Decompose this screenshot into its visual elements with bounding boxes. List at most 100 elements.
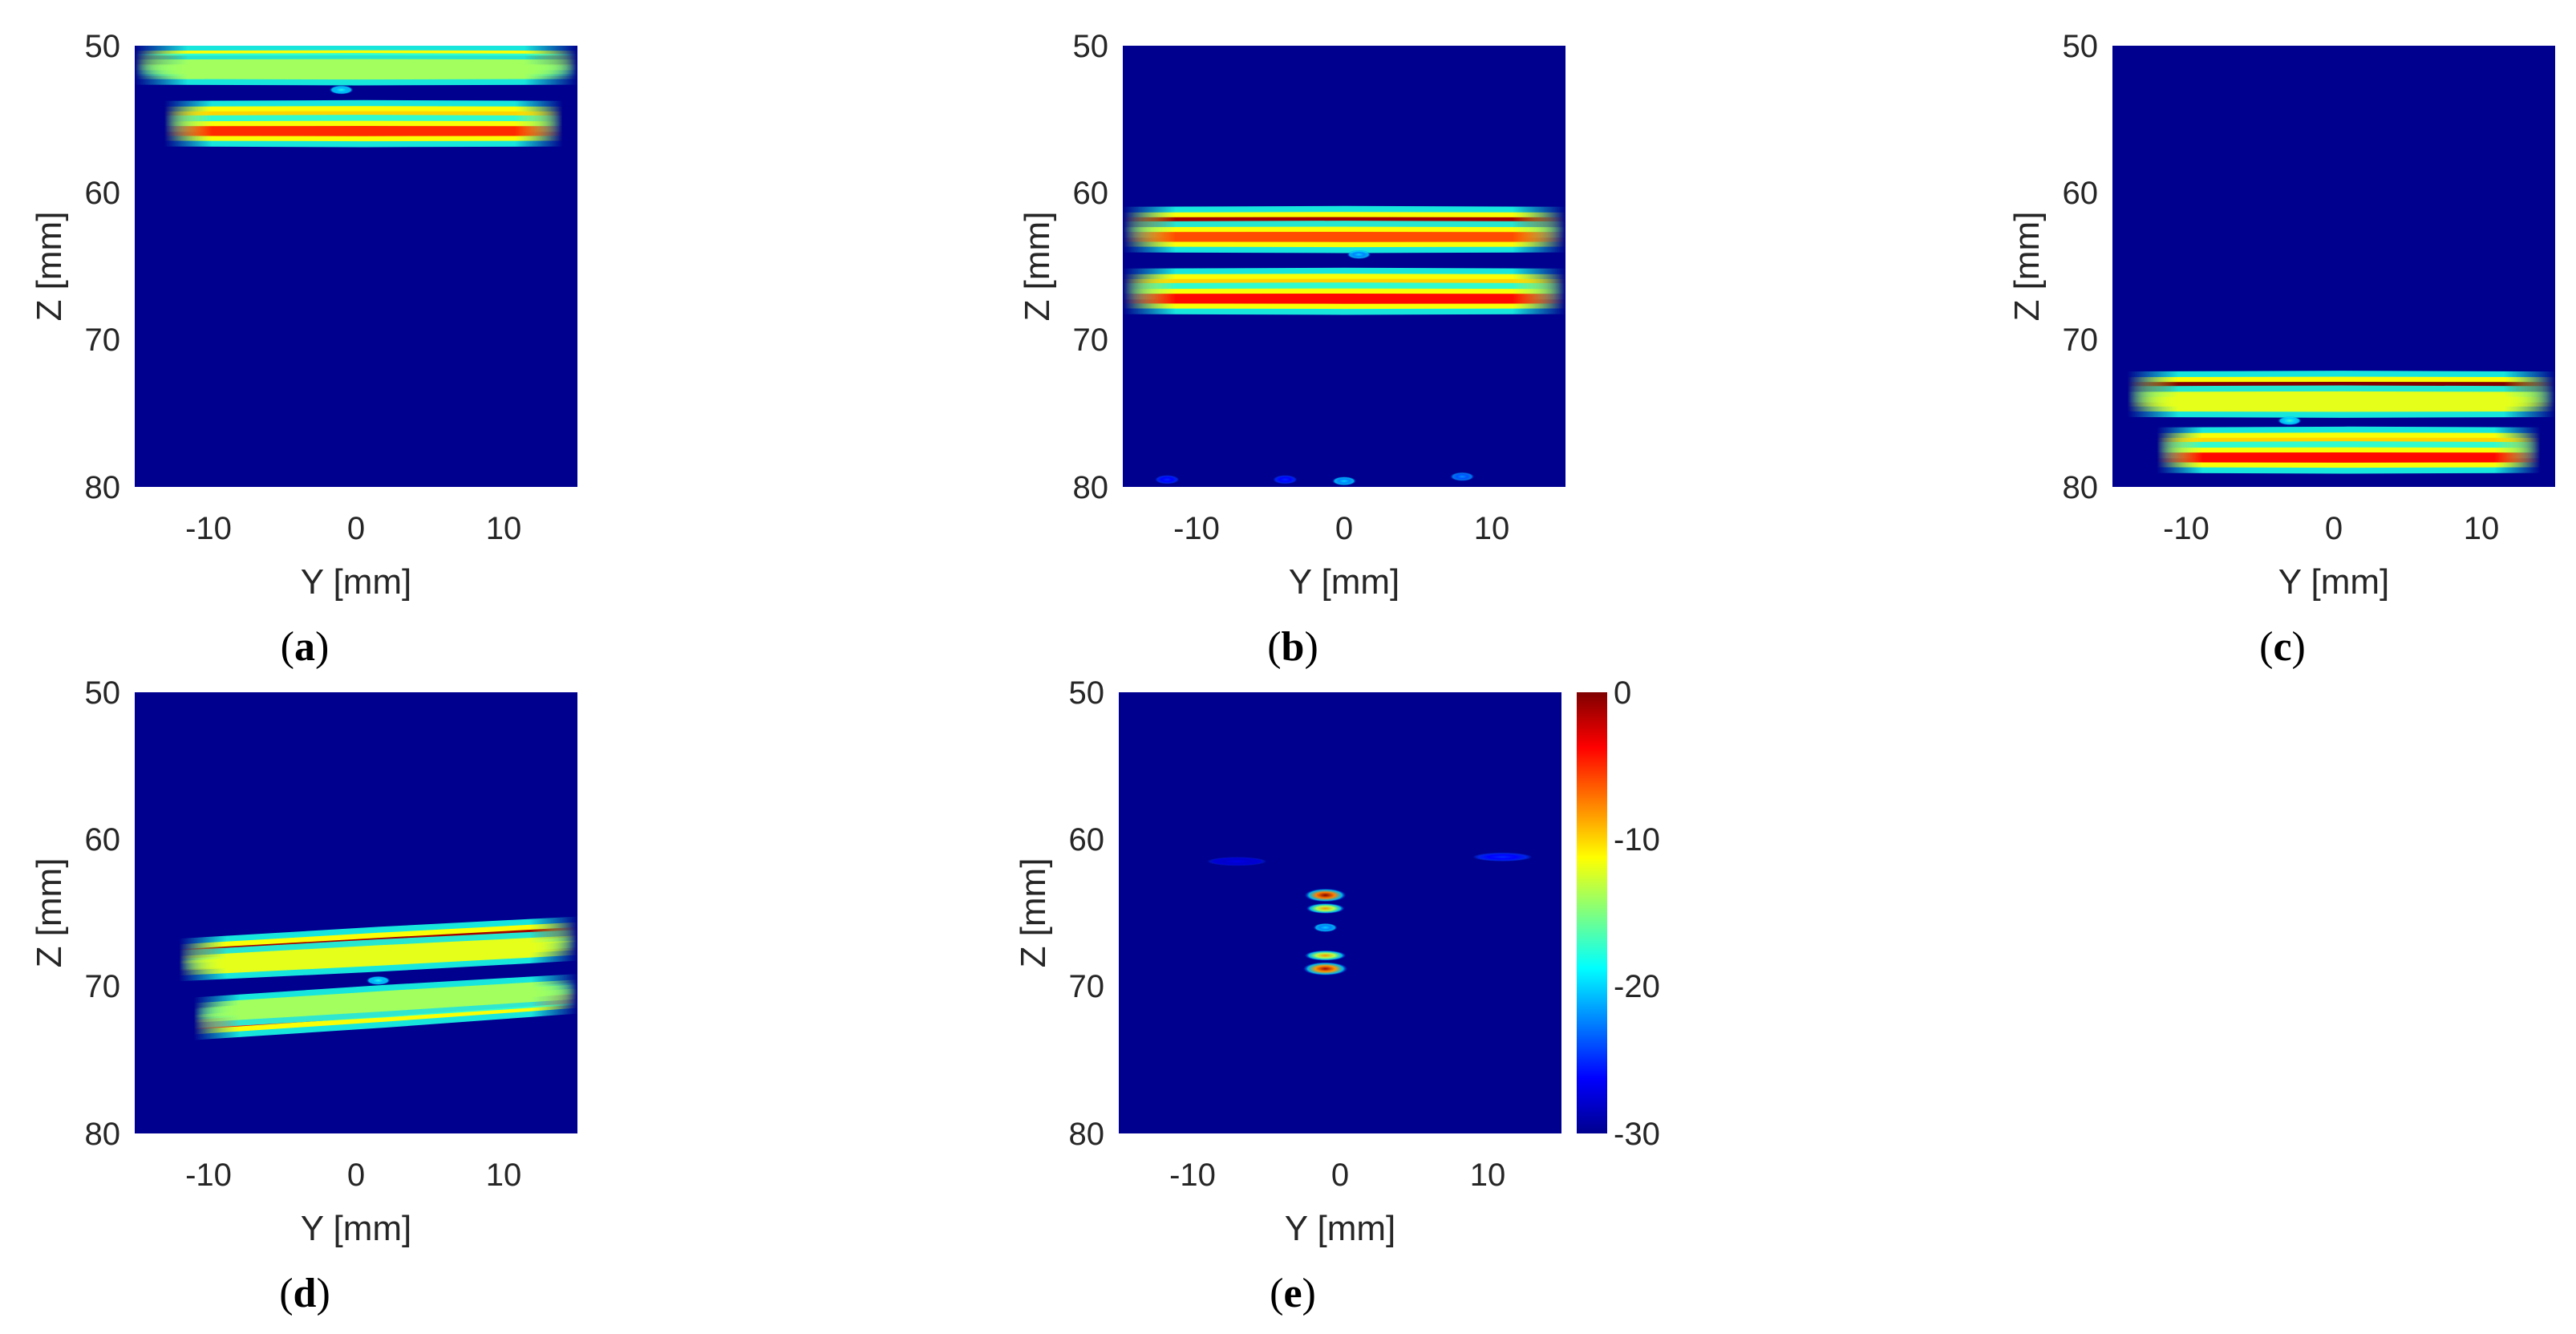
features-e <box>1207 852 1533 975</box>
caption-letter-d: d <box>294 1271 317 1316</box>
echo-spot <box>1155 475 1179 485</box>
echo-spot <box>1472 852 1533 862</box>
features-b <box>1123 205 1565 486</box>
x-tick-label: -10 <box>185 511 232 546</box>
y-ticks-c: 50 60 70 80 <box>2063 29 2099 505</box>
x-tick-label: 10 <box>1470 1158 1506 1193</box>
x-tick-label: -10 <box>1169 1158 1216 1193</box>
x-tick-label: 0 <box>347 511 365 546</box>
x-tick-label: 0 <box>1335 511 1353 546</box>
echo-band <box>193 984 577 1018</box>
x-axis-label-b: Y [mm] <box>1289 562 1400 602</box>
y-tick-label: 60 <box>85 822 121 858</box>
x-axis-label-d: Y [mm] <box>301 1209 412 1248</box>
colorbar-gradient <box>1577 692 1607 1133</box>
y-tick-label: 80 <box>1073 470 1109 505</box>
panel-d: 50 60 70 80 -10 0 10 Y [mm] Z [mm] (d) <box>30 675 577 1316</box>
x-axis-label-e: Y [mm] <box>1285 1209 1396 1248</box>
panel-e: 50 60 70 80 -10 0 10 Y [mm] Z [mm] (e) 0… <box>1014 675 1660 1316</box>
x-tick-label: -10 <box>2163 511 2209 546</box>
colorbar-tick-label: -20 <box>1614 969 1660 1004</box>
y-tick-label: 70 <box>85 969 121 1004</box>
caption-d: (d) <box>279 1271 330 1316</box>
caption-letter-c: c <box>2273 624 2291 670</box>
echo-spot <box>1347 249 1371 259</box>
y-tick-label: 60 <box>85 176 121 211</box>
echo-spot <box>366 975 391 985</box>
x-tick-label: 10 <box>486 511 522 546</box>
y-axis-label-e: Z [mm] <box>1014 858 1053 968</box>
echo-spot <box>1304 888 1347 902</box>
x-axis-label-a: Y [mm] <box>301 562 412 602</box>
x-ticks-c: -10 0 10 <box>2163 511 2499 546</box>
y-tick-label: 60 <box>2063 176 2099 211</box>
features-d <box>179 916 577 1040</box>
echo-spot <box>329 85 354 95</box>
caption-a: (a) <box>281 624 330 670</box>
y-axis-label-d: Z [mm] <box>30 858 69 968</box>
x-ticks-e: -10 0 10 <box>1169 1158 1505 1193</box>
echo-band <box>1123 232 1565 242</box>
echo-spot <box>1313 922 1338 932</box>
y-tick-label: 60 <box>1073 176 1109 211</box>
plot-area-b <box>1123 46 1565 487</box>
y-axis-label-c: Z [mm] <box>2007 212 2047 322</box>
echo-band <box>164 126 563 136</box>
y-tick-label: 50 <box>2063 29 2099 64</box>
panel-a: 50 60 70 80 -10 0 10 Y [mm] Z [mm] (a) <box>30 29 577 670</box>
echo-spot <box>1303 962 1348 975</box>
x-tick-label: 10 <box>486 1158 522 1193</box>
x-tick-label: -10 <box>185 1158 232 1193</box>
y-tick-label: 50 <box>85 675 121 711</box>
x-tick-label: 10 <box>1474 511 1510 546</box>
echo-band <box>1123 294 1565 304</box>
features-c <box>2127 371 2555 474</box>
y-tick-label: 80 <box>85 1117 121 1152</box>
plot-area-e <box>1119 692 1561 1133</box>
y-ticks-d: 50 60 70 80 <box>85 675 121 1152</box>
x-axis-label-c: Y [mm] <box>2278 562 2390 602</box>
y-tick-label: 80 <box>85 470 121 505</box>
echo-spot <box>1304 950 1347 961</box>
y-tick-label: 70 <box>85 322 121 358</box>
caption-letter-b: b <box>1282 624 1305 670</box>
echo-spot <box>1306 903 1345 914</box>
plot-area-d <box>135 692 577 1133</box>
y-ticks-e: 50 60 70 80 <box>1069 675 1105 1152</box>
panel-c: 50 60 70 80 -10 0 10 Y [mm] Z [mm] (c) <box>2007 29 2555 670</box>
colorbar: 0 -10 -20 -30 <box>1577 675 1660 1152</box>
y-axis-label-b: Z [mm] <box>1018 212 1057 322</box>
caption-letter-a: a <box>294 624 315 670</box>
y-tick-label: 60 <box>1069 822 1105 858</box>
echo-spot <box>1450 472 1474 481</box>
y-tick-label: 50 <box>1069 675 1105 711</box>
panel-b: 50 60 70 80 -10 0 10 Y [mm] Z [mm] (b) <box>1018 29 1565 670</box>
features-a <box>135 46 577 148</box>
y-ticks-a: 50 60 70 80 <box>85 29 121 505</box>
x-ticks-b: -10 0 10 <box>1173 511 1509 546</box>
x-tick-label: 0 <box>2325 511 2343 546</box>
colorbar-tick-label: 0 <box>1614 675 1631 711</box>
caption-e: (e) <box>1270 1271 1316 1316</box>
echo-band <box>2157 452 2541 463</box>
y-tick-label: 80 <box>1069 1117 1105 1152</box>
echo-spot <box>1273 475 1298 485</box>
y-tick-label: 70 <box>1073 322 1109 358</box>
echo-band <box>135 64 577 75</box>
echo-band <box>179 940 577 971</box>
y-tick-label: 50 <box>1073 29 1109 64</box>
y-tick-label: 70 <box>1069 969 1105 1004</box>
x-ticks-a: -10 0 10 <box>185 511 521 546</box>
echo-spot <box>1332 476 1356 486</box>
echo-spot <box>2278 416 2302 426</box>
colorbar-tick-label: -30 <box>1614 1117 1660 1152</box>
y-ticks-b: 50 60 70 80 <box>1073 29 1109 505</box>
x-tick-label: 0 <box>347 1158 365 1193</box>
x-tick-label: 0 <box>1331 1158 1349 1193</box>
caption-c: (c) <box>2259 624 2306 670</box>
x-tick-label: -10 <box>1173 511 1220 546</box>
caption-b: (b) <box>1267 624 1318 670</box>
colorbar-tick-label: -10 <box>1614 822 1660 858</box>
y-tick-label: 80 <box>2063 470 2099 505</box>
